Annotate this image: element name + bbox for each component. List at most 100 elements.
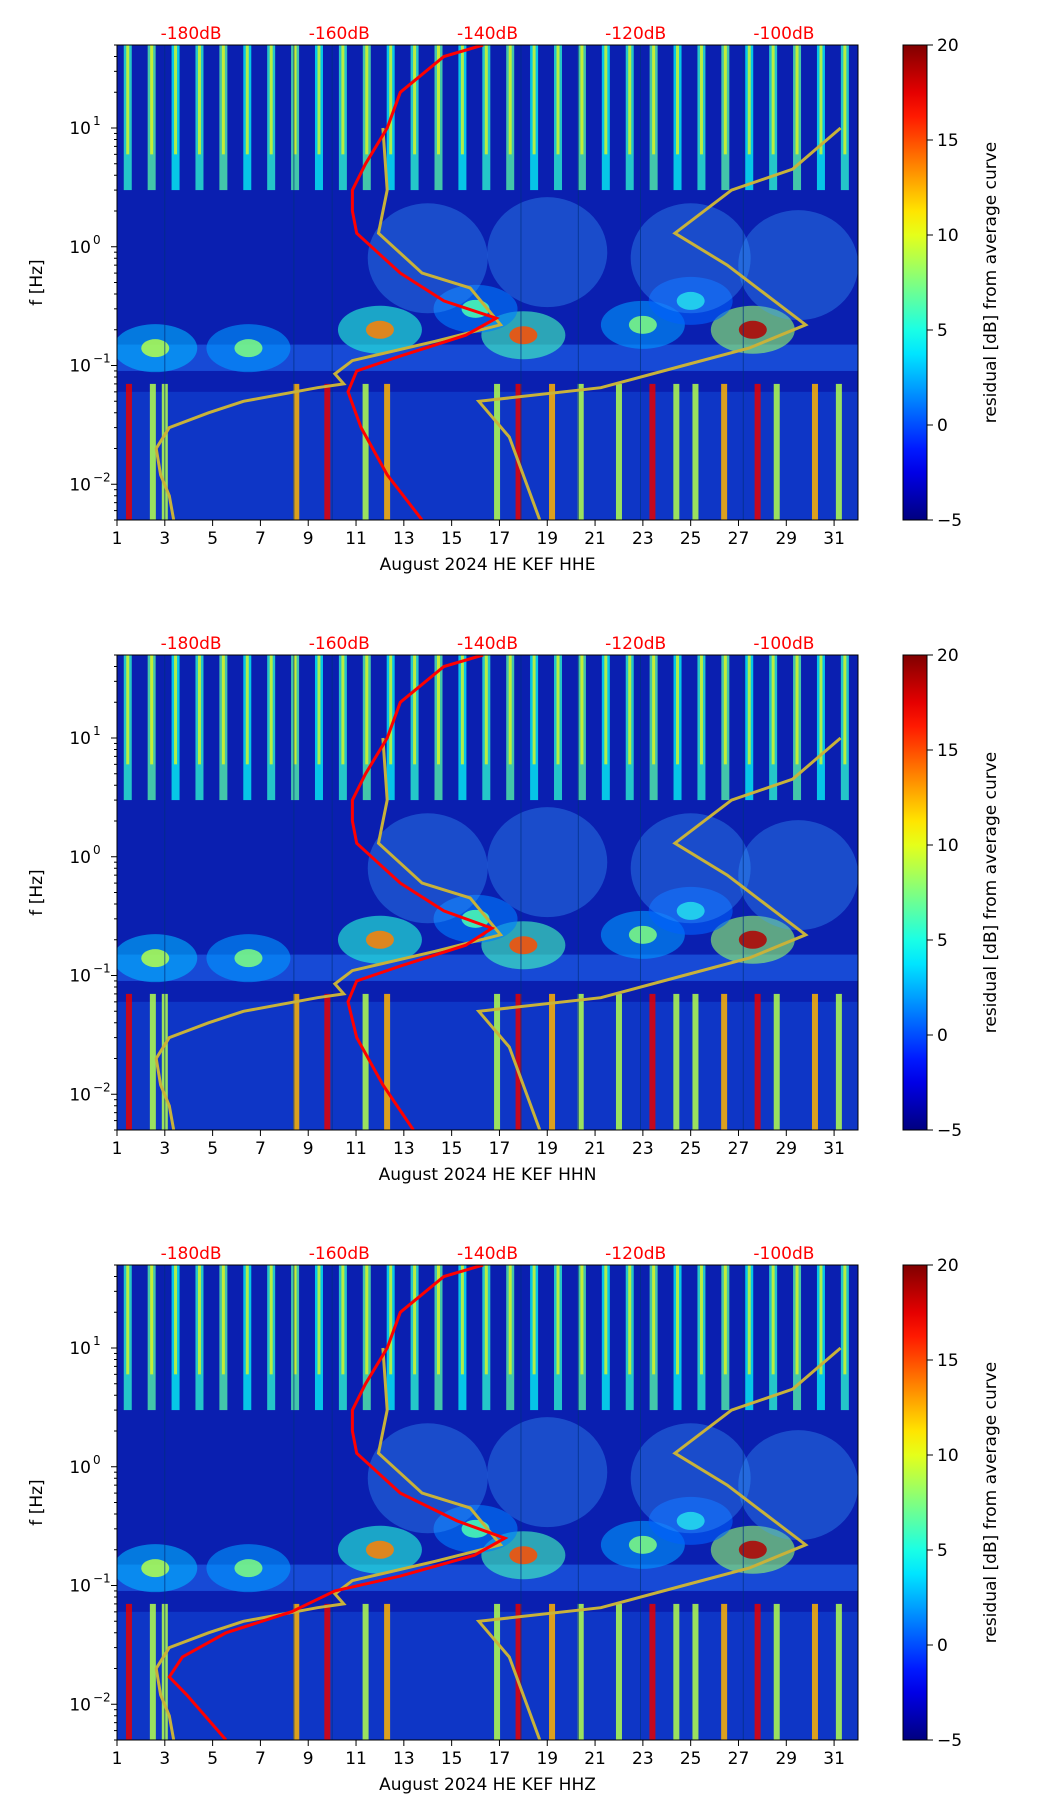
- x-tick-label: 25: [680, 1139, 702, 1159]
- daily-noise-core: [197, 45, 201, 155]
- transient-spike: [515, 993, 522, 1130]
- transient-spike: [649, 383, 656, 520]
- transient-spike: [615, 383, 622, 520]
- daily-noise-core: [628, 45, 632, 155]
- y-tick-exponent: 1: [93, 114, 101, 128]
- daily-noise-core: [341, 655, 345, 765]
- daily-noise-core: [413, 45, 417, 155]
- y-tick-label: 10: [69, 119, 91, 139]
- microseism-blob-core: [141, 1559, 170, 1578]
- daily-noise-core: [699, 1265, 703, 1375]
- x-tick-label: 15: [441, 529, 463, 549]
- transient-spike: [692, 1603, 699, 1740]
- daily-noise-core: [580, 655, 584, 765]
- x-tick-label: 23: [632, 1139, 654, 1159]
- daily-noise-core: [652, 655, 656, 765]
- noise-cloud: [487, 197, 608, 308]
- y-tick-label: 10: [69, 1339, 91, 1359]
- transient-spike: [773, 993, 780, 1130]
- daily-noise-core: [484, 655, 488, 765]
- db-scale-label: -120dB: [605, 634, 666, 654]
- colorbar-tick-label: 20: [937, 646, 959, 666]
- x-tick-label: 23: [632, 529, 654, 549]
- x-tick-label: 5: [207, 529, 218, 549]
- daily-noise-core: [819, 1265, 823, 1375]
- colorbar-tick-label: 5: [937, 321, 948, 341]
- x-tick-label: 7: [255, 1139, 266, 1159]
- daily-noise-core: [389, 655, 393, 765]
- y-tick-label: 10: [69, 967, 91, 987]
- daily-noise-core: [245, 655, 249, 765]
- daily-noise-core: [389, 45, 393, 155]
- daily-noise-core: [843, 45, 847, 155]
- daily-noise-core: [150, 1265, 154, 1375]
- daily-noise-core: [556, 1265, 560, 1375]
- transient-spike: [577, 1603, 584, 1740]
- transient-spike: [293, 1603, 300, 1740]
- colorbar: [902, 44, 928, 521]
- microseism-blob-core: [509, 1546, 538, 1565]
- transient-spike: [673, 1603, 680, 1740]
- transient-spike: [692, 383, 699, 520]
- x-tick-label: 17: [489, 1139, 511, 1159]
- daily-noise-core: [795, 655, 799, 765]
- db-scale-label: -120dB: [605, 1244, 666, 1264]
- daily-noise-core: [628, 655, 632, 765]
- y-tick-exponent: −2: [93, 1690, 111, 1704]
- transient-spike: [362, 993, 369, 1130]
- daily-noise-core: [676, 45, 680, 155]
- daily-noise-core: [508, 45, 512, 155]
- transient-spike: [692, 993, 699, 1130]
- x-tick-label: 17: [489, 1749, 511, 1769]
- daily-noise-core: [604, 655, 608, 765]
- daily-noise-core: [652, 1265, 656, 1375]
- x-tick-label: 7: [255, 529, 266, 549]
- daily-noise-core: [413, 655, 417, 765]
- plot-area: [117, 1265, 858, 1740]
- median-psd-curve: [167, 1265, 509, 1740]
- daily-noise-core: [676, 1265, 680, 1375]
- daily-noise-core: [317, 1265, 321, 1375]
- microseism-blob-core: [509, 936, 538, 955]
- daily-noise-core: [819, 45, 823, 155]
- daily-noise-core: [484, 45, 488, 155]
- daily-noise-core: [580, 1265, 584, 1375]
- microseism-blob-core: [628, 1535, 657, 1554]
- daily-noise-core: [771, 45, 775, 155]
- y-tick-label: 10: [69, 357, 91, 377]
- x-tick-label: 15: [441, 1749, 463, 1769]
- transient-spike: [577, 993, 584, 1130]
- microseism-blob-core: [509, 326, 538, 345]
- daily-noise-core: [245, 45, 249, 155]
- nlnm-curve: [154, 1347, 504, 1740]
- y-tick-exponent: −2: [93, 1080, 111, 1094]
- transient-spike: [835, 1603, 842, 1740]
- daily-noise-core: [819, 655, 823, 765]
- x-tick-label: 21: [584, 1749, 606, 1769]
- x-tick-label: 27: [728, 529, 750, 549]
- x-tick-label: 27: [728, 1139, 750, 1159]
- daily-noise-core: [699, 655, 703, 765]
- transient-spike: [384, 1603, 391, 1740]
- x-tick-label: 15: [441, 1139, 463, 1159]
- x-tick-label: 31: [823, 529, 845, 549]
- db-scale-label: -140dB: [457, 1244, 518, 1264]
- daily-noise-core: [174, 45, 178, 155]
- transient-spike: [494, 383, 501, 520]
- daily-noise-core: [604, 45, 608, 155]
- x-tick-label: 11: [345, 1139, 367, 1159]
- transient-spike: [494, 993, 501, 1130]
- transient-spike: [577, 383, 584, 520]
- x-tick-label: 29: [775, 1139, 797, 1159]
- transient-spike: [293, 383, 300, 520]
- noise-cloud: [487, 807, 608, 918]
- x-tick-label: 1: [112, 1139, 123, 1159]
- daily-noise-core: [436, 1265, 440, 1375]
- daily-noise-core: [723, 45, 727, 155]
- x-tick-label: 5: [207, 1749, 218, 1769]
- daily-noise-core: [245, 1265, 249, 1375]
- colorbar: [902, 1264, 928, 1741]
- colorbar: [902, 654, 928, 1131]
- db-scale-label: -160dB: [309, 24, 370, 44]
